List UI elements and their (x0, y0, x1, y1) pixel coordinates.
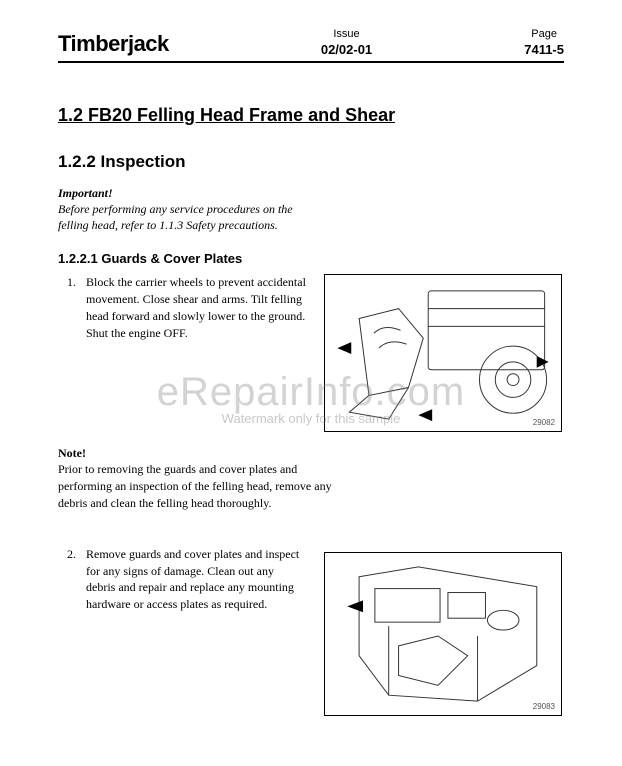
brand-logo: Timberjack (58, 31, 169, 57)
step-2-num: 2. (58, 546, 76, 613)
figure-29082: 29082 (324, 274, 562, 432)
note-body: Prior to removing the guards and cover p… (58, 461, 348, 511)
issue-label: Issue (321, 28, 372, 40)
step-2: 2. Remove guards and cover plates and in… (58, 546, 306, 613)
important-body: Before performing any service procedures… (58, 201, 318, 233)
step1-row: 1. Block the carrier wheels to prevent a… (58, 274, 564, 432)
section-heading-1-2-2: 1.2.2 Inspection (58, 152, 564, 172)
figure-29082-art (329, 279, 557, 427)
step-2-body: Remove guards and cover plates and inspe… (86, 546, 306, 613)
figure-29083-num: 29083 (533, 702, 555, 711)
header-rule (58, 61, 564, 63)
step-1-num: 1. (58, 274, 76, 341)
page-label: Page (524, 28, 564, 40)
page-col: Page 7411-5 (524, 28, 564, 57)
section-heading-1-2-2-1: 1.2.2.1 Guards & Cover Plates (58, 251, 564, 266)
figure-29083-art (329, 557, 557, 711)
page-value: 7411-5 (524, 42, 564, 57)
step1-textcol: 1. Block the carrier wheels to prevent a… (58, 274, 306, 341)
issue-col: Issue 02/02-01 (321, 28, 372, 57)
issue-value: 02/02-01 (321, 42, 372, 57)
page-container: Timberjack Issue 02/02-01 Page 7411-5 1.… (0, 0, 622, 736)
step2-textcol: 2. Remove guards and cover plates and in… (58, 546, 306, 613)
figure-29083: 29083 (324, 552, 562, 716)
important-label: Important! (58, 186, 564, 201)
step2-row: 2. Remove guards and cover plates and in… (58, 546, 564, 716)
step-1-body: Block the carrier wheels to prevent acci… (86, 274, 306, 341)
figure-29082-num: 29082 (533, 418, 555, 427)
section-heading-1-2: 1.2 FB20 Felling Head Frame and Shear (58, 105, 564, 126)
page-header: Timberjack Issue 02/02-01 Page 7411-5 (58, 28, 564, 59)
step-1: 1. Block the carrier wheels to prevent a… (58, 274, 306, 341)
note-label: Note! (58, 446, 564, 461)
